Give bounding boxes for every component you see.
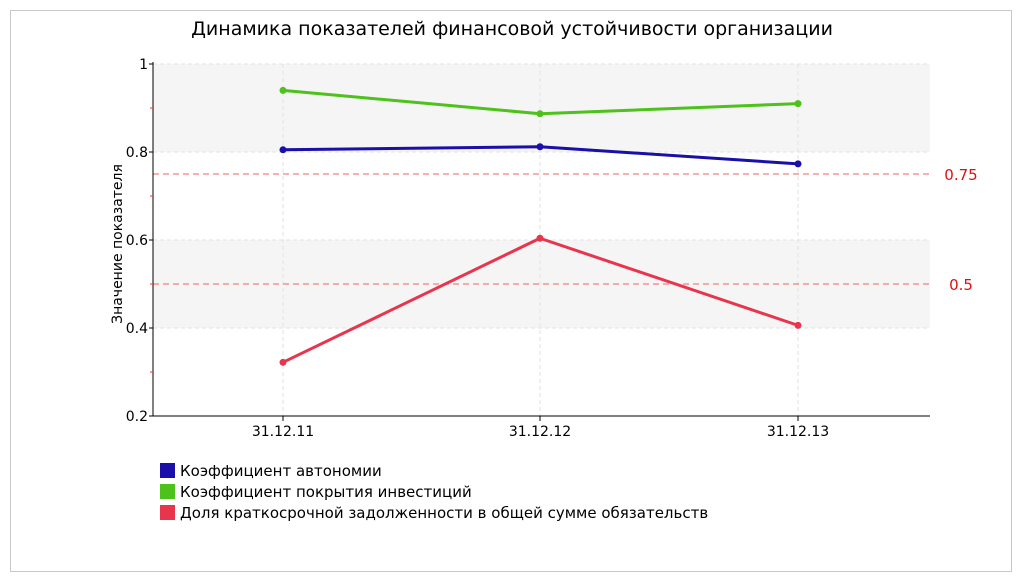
- legend-swatch-autonomy: [160, 463, 175, 478]
- chart-title: Динамика показателей финансовой устойчив…: [191, 18, 833, 40]
- y-tick-label: 0.6: [126, 233, 148, 249]
- legend-item-autonomy: Коэффициент автономии: [160, 460, 708, 481]
- reference-line-label: 0.5: [949, 276, 973, 294]
- reference-line-label: 0.75: [944, 166, 977, 184]
- series-short-term-debt-share-point: [279, 358, 287, 366]
- y-tick-label: 0.4: [126, 321, 148, 337]
- legend-label-autonomy: Коэффициент автономии: [180, 461, 382, 480]
- y-tick-label: 1: [139, 57, 148, 73]
- series-short-term-debt-share-point: [536, 234, 544, 242]
- legend-item-investment-coverage: Коэффициент покрытия инвестиций: [160, 481, 708, 502]
- x-tick-label: 31.12.13: [767, 424, 829, 440]
- legend: Коэффициент автономии Коэффициент покрыт…: [160, 460, 708, 523]
- y-tick-label: 0.8: [126, 145, 148, 161]
- legend-label-short-term-debt-share: Доля краткосрочной задолженности в общей…: [180, 503, 709, 522]
- x-tick-label: 31.12.11: [252, 424, 314, 440]
- legend-swatch-investment-coverage: [160, 484, 175, 499]
- legend-label-investment-coverage: Коэффициент покрытия инвестиций: [180, 482, 472, 501]
- series-short-term-debt-share-point: [794, 321, 802, 329]
- series-autonomy-point: [794, 160, 802, 168]
- series-autonomy-point: [279, 146, 287, 154]
- y-tick-label: 0.2: [126, 409, 148, 425]
- series-investment-coverage-point: [536, 110, 544, 118]
- y-axis-label: Значение показателя: [110, 164, 126, 324]
- legend-swatch-short-term-debt-share: [160, 505, 175, 520]
- x-tick-label: 31.12.12: [509, 424, 571, 440]
- legend-item-short-term-debt-share: Доля краткосрочной задолженности в общей…: [160, 502, 708, 523]
- series-investment-coverage-point: [279, 86, 287, 94]
- series-autonomy-point: [536, 143, 544, 151]
- plot-band: [153, 64, 930, 152]
- series-investment-coverage-point: [794, 100, 802, 108]
